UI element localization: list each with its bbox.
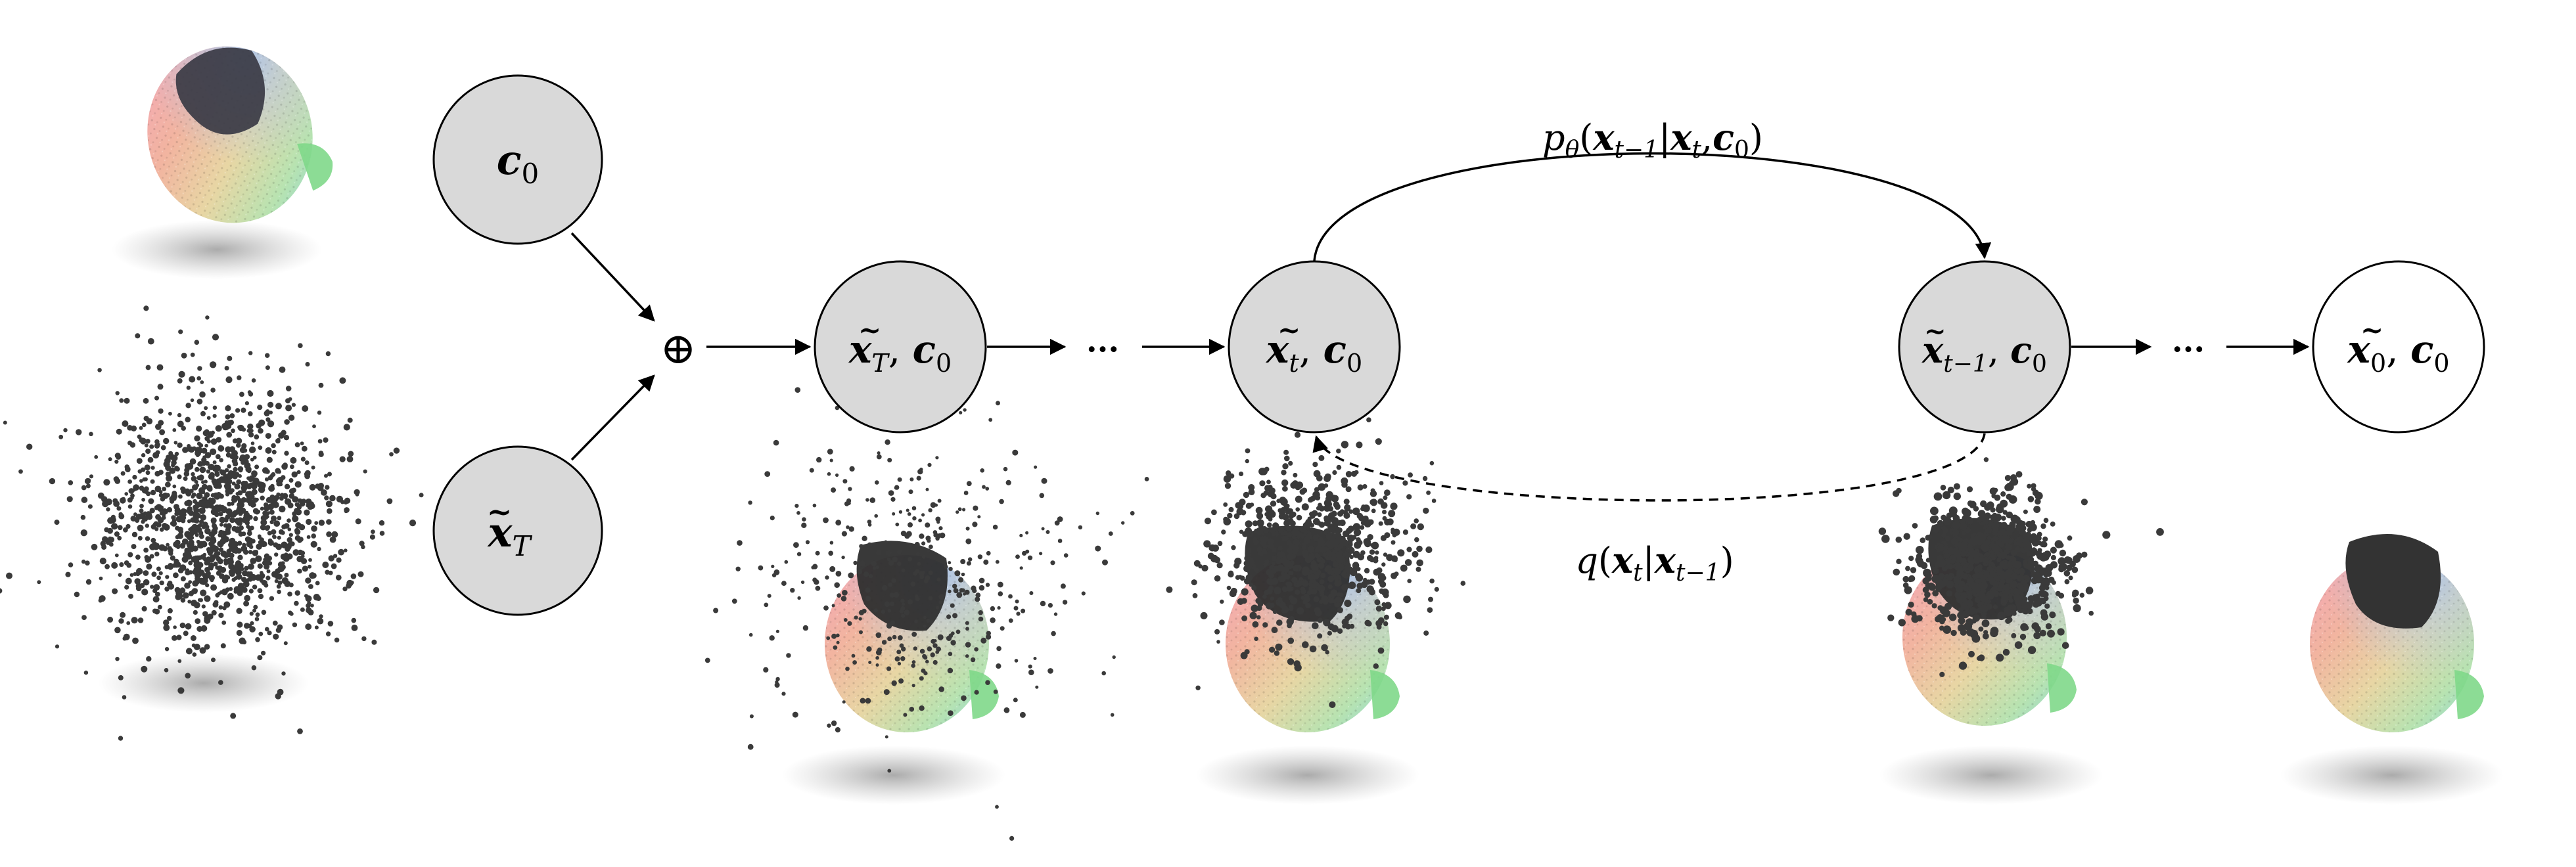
- svg-text:xT, c0: xT, c0: [848, 327, 952, 378]
- node-c0-sub: 0: [522, 158, 540, 190]
- node-xT-c0: xT, c0 ~: [814, 260, 987, 434]
- svg-text:xT: xT: [487, 508, 533, 562]
- node-xt-c0-extra-base: c: [1323, 327, 1346, 372]
- node-x0-c0-extra-base: c: [2410, 327, 2433, 372]
- arc-noise-reverse: [1312, 433, 1986, 502]
- node-xT-base: x: [487, 508, 513, 556]
- node-xt-c0-base: x: [1265, 327, 1290, 372]
- node-xt-c0-sub: t: [1289, 349, 1299, 378]
- node-xT-sub: T: [512, 530, 532, 562]
- svg-text:~: ~: [1277, 314, 1300, 346]
- arc-denoise-forward: [1313, 152, 1992, 261]
- svg-text:x0, c0: x0, c0: [2346, 327, 2449, 378]
- arrow-xT-to-concat: [570, 374, 655, 461]
- node-x0-c0-base: x: [2346, 327, 2371, 372]
- node-xT: xT ~: [432, 445, 603, 616]
- node-xt-minus-1-c0: xt−1, c0 ~: [1898, 260, 2071, 434]
- skull-output-image: [2280, 534, 2504, 805]
- node-xt-c0: xt, c0 ~: [1228, 260, 1401, 434]
- svg-text:~: ~: [1924, 316, 1946, 347]
- noise-pointcloud-image: [0, 305, 424, 741]
- svg-text:~: ~: [858, 314, 881, 346]
- svg-text:xt−1, c0: xt−1, c0: [1921, 329, 2047, 378]
- svg-text:c0: c0: [497, 136, 540, 190]
- node-xT-c0-extra-base: c: [913, 327, 936, 372]
- node-xt1-c0-base: x: [1921, 329, 1944, 371]
- node-xt1-c0-extra-sub: 0: [2032, 351, 2047, 378]
- concat-operator: ⊕: [660, 323, 696, 374]
- arrow-c0-to-concat: [570, 232, 655, 322]
- node-c0: c0: [432, 74, 603, 245]
- skull-noisy-T-image: [704, 342, 1220, 841]
- label-reverse-transition: q(xt|xt−1): [1575, 539, 1734, 587]
- skull-input-image: [112, 25, 342, 279]
- svg-text:xt, c0: xt, c0: [1265, 327, 1362, 378]
- node-x0-c0-sub: 0: [2370, 349, 2386, 378]
- node-xT-c0-extra-sub: 0: [936, 349, 952, 378]
- node-x0-c0: x0, c0 ~: [2312, 260, 2485, 434]
- ellipsis-left: ···: [1086, 331, 1119, 368]
- svg-text:~: ~: [2360, 314, 2383, 346]
- node-xT-c0-sub: T: [871, 349, 890, 378]
- node-xT-c0-base: x: [848, 327, 873, 372]
- skull-noisy-t-image: [1144, 417, 1466, 805]
- node-xt-c0-extra-sub: 0: [1346, 349, 1362, 378]
- arrows: [570, 152, 2310, 502]
- label-forward-transition: pθ(xt−1|xt,c0): [1542, 116, 1763, 164]
- svg-text:pθ(xt−1|xt,c0): pθ(xt−1|xt,c0): [1542, 116, 1763, 164]
- node-xt1-c0-extra-base: c: [2010, 329, 2032, 371]
- svg-text:~: ~: [487, 494, 513, 529]
- node-x0-c0-extra-sub: 0: [2433, 349, 2449, 378]
- skull-noisy-t-minus-1-image: [1878, 457, 2164, 805]
- svg-text:q(xt|xt−1): q(xt|xt−1): [1575, 539, 1734, 587]
- node-xt1-c0-sub: t−1: [1943, 351, 1988, 378]
- node-c0-base: c: [497, 136, 522, 184]
- ellipsis-right: ···: [2172, 331, 2205, 368]
